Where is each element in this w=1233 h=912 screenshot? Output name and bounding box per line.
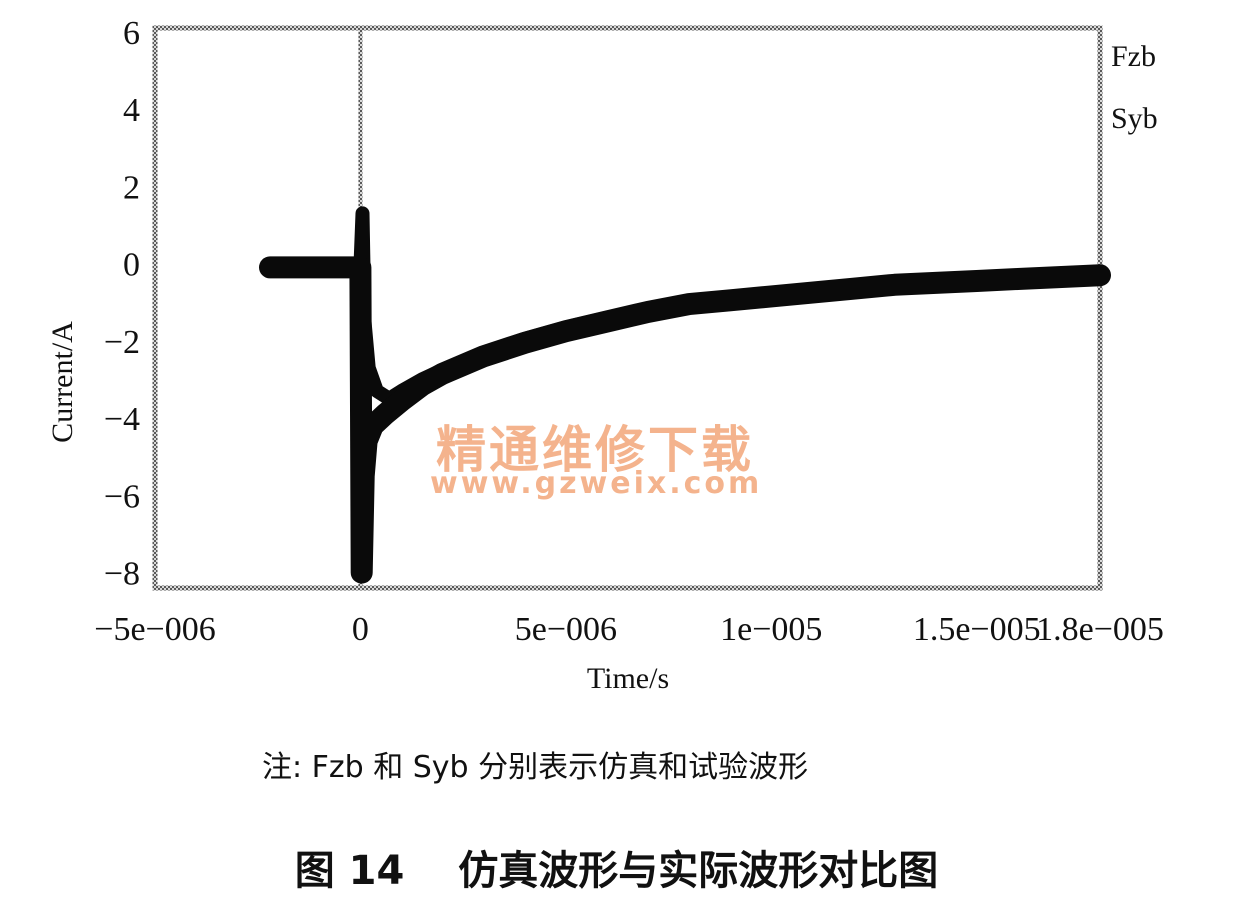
current-time-chart: 6 4 2 0 −2 −4 −6 −8 −5e−006 0 5e−006 1e−005 1.5e−00… [46,15,1164,695]
x-tick-label: 1.5e−005 [913,611,1041,648]
x-tick-label: 1e−005 [720,611,822,648]
watermark-text: 精通维修下载 [436,421,754,479]
y-tick-label: 4 [123,92,140,129]
y-tick-label: 2 [123,169,140,206]
figure-note: 注: Fzb 和 Syb 分别表示仿真和试验波形 [262,750,809,785]
legend-entry-fzb: Fzb [1111,40,1156,73]
x-tick-label: 0 [352,611,369,648]
x-tick-label: 1.8e−005 [1036,611,1164,648]
series-line-syb [259,256,1111,584]
x-axis-label: Time/s [587,662,669,695]
x-tick-label: −5e−006 [94,611,215,648]
series-layer [259,206,1111,584]
x-tick-label: 5e−006 [515,611,617,648]
y-tick-label: −8 [104,556,140,593]
y-tick-label: −4 [104,401,140,438]
y-tick-label: 0 [123,247,140,284]
y-axis-label: Current/A [46,321,79,443]
plot-frame [152,25,1103,591]
y-tick-label: −2 [104,324,140,361]
y-tick-label: 6 [123,15,140,52]
y-tick-labels: 6 4 2 0 −2 −4 −6 −8 [104,15,140,593]
watermark-url: www.gzweix.com [430,466,763,501]
figure-caption: 图 14 仿真波形与实际波形对比图 [294,848,939,894]
legend-entry-syb: Syb [1111,102,1158,135]
y-tick-label: −6 [104,478,140,515]
